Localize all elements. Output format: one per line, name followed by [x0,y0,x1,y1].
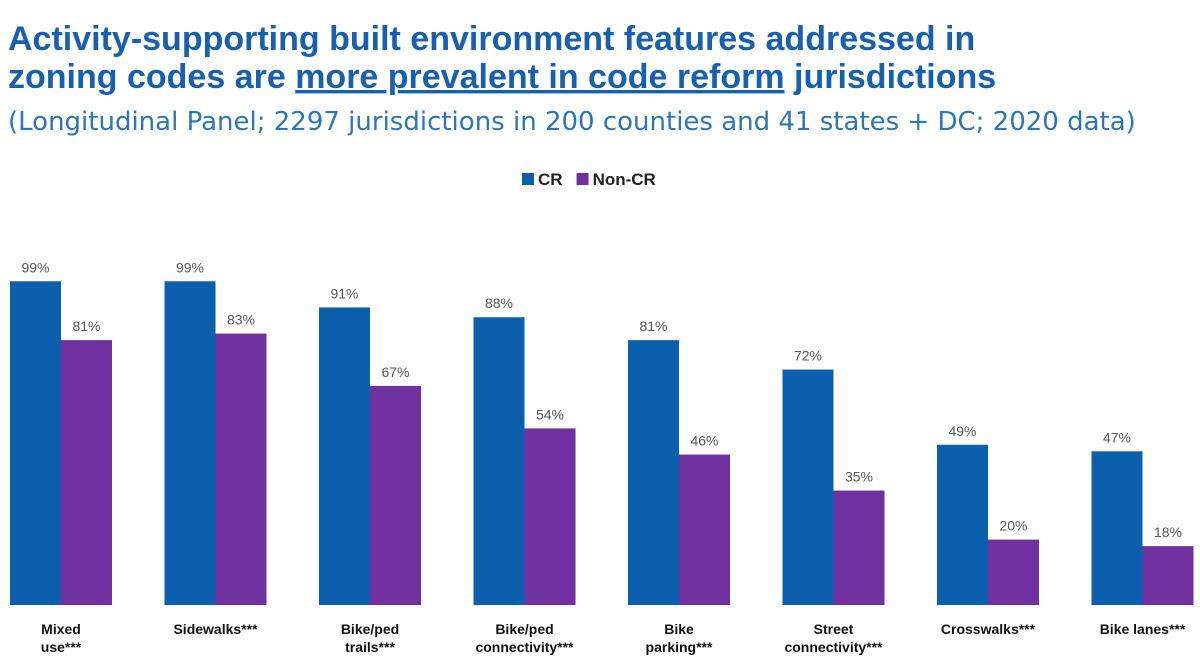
bar [215,333,267,605]
legend-label: CR [538,170,563,189]
bar [628,340,679,605]
value-label: 81% [72,318,100,334]
bar [524,428,576,605]
value-label: 49% [948,423,976,439]
x-tick-label: Bike lanes*** [1100,621,1186,637]
chart-title: zoning codes are more prevalent in code … [8,58,996,96]
title-part: Activity-supporting built environment fe… [8,20,975,58]
legend-swatch [522,173,534,185]
chart-subtitle: (Longitudinal Panel; 2297 jurisdictions … [8,107,1136,137]
bar [782,369,834,605]
legend-swatch [576,173,589,185]
chart-title: Activity-supporting built environment fe… [8,20,975,58]
bar [164,281,216,605]
value-label: 47% [1103,429,1131,445]
bar [988,539,1039,605]
bar [10,281,61,605]
value-label: 83% [227,312,255,328]
x-tick-label: Street connectivity*** [784,621,883,655]
bar [1091,451,1143,605]
x-tick-label: Bike/ped trails*** [341,621,399,655]
title-part: more prevalent in code reform [295,58,784,96]
x-tick-label: Sidewalks*** [173,621,258,637]
x-tick-label: Crosswalks*** [941,621,1036,637]
bar [1142,546,1194,605]
value-label: 20% [999,518,1027,534]
bar [833,490,885,605]
bar [61,340,112,605]
bar [370,385,421,605]
x-tick-label: Bike parking*** [646,621,713,655]
value-label: 99% [176,259,204,275]
value-label: 81% [639,318,667,334]
value-label: 35% [845,469,873,485]
bar [937,444,988,605]
value-label: 54% [536,406,564,422]
bar [679,454,730,605]
x-tick-label: Bike/ped connectivity*** [475,621,574,655]
legend-label: Non-CR [593,170,656,189]
bar [319,307,370,605]
value-label: 46% [690,433,718,449]
value-label: 88% [485,295,513,311]
x-tick-label: Mixed use*** [41,621,82,655]
title-part: zoning codes are [8,58,295,96]
value-label: 67% [381,364,409,380]
title-part: jurisdictions [785,58,997,96]
value-label: 91% [330,285,358,301]
value-label: 18% [1154,524,1182,540]
value-label: 72% [794,348,822,364]
bar [473,317,525,605]
value-label: 99% [21,259,49,275]
